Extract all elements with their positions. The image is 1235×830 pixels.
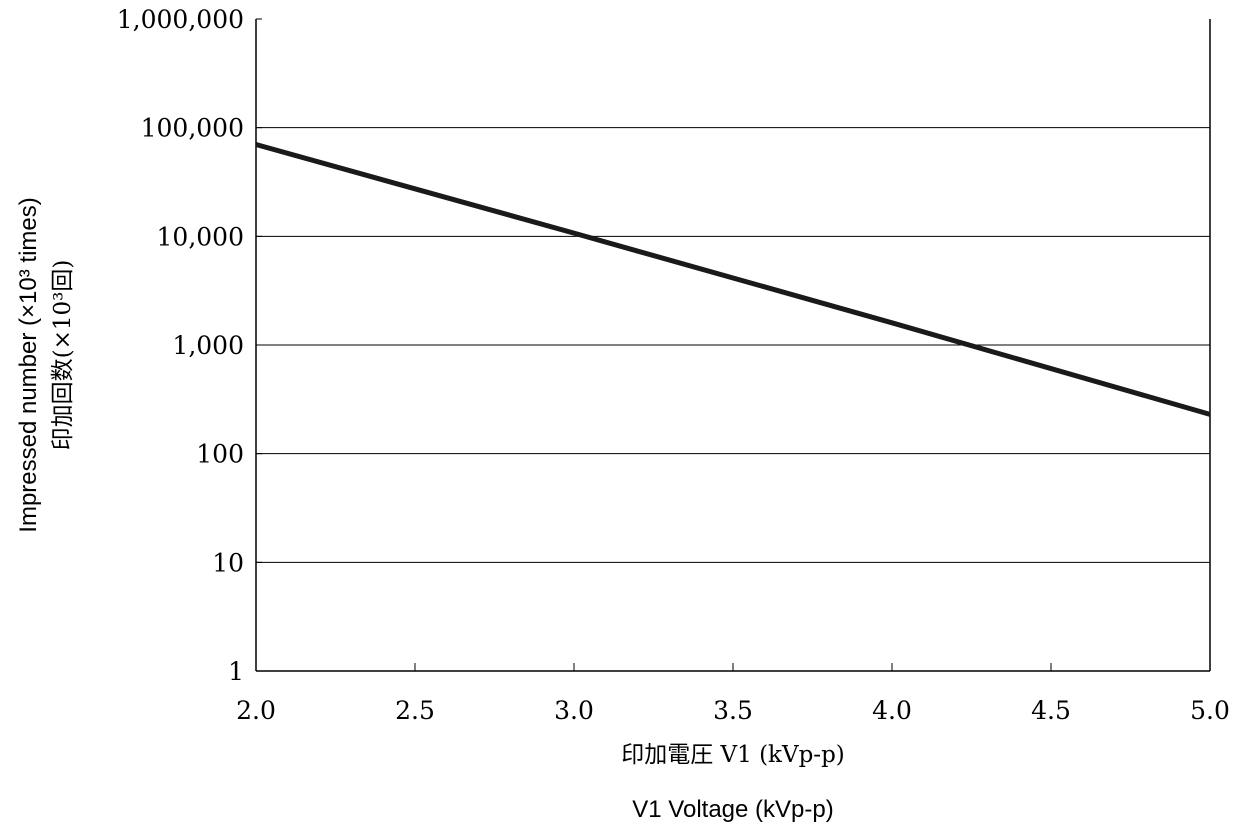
x-tick-label: 2.0 (236, 696, 276, 725)
x-tick-label: 2.5 (395, 696, 435, 725)
grid-lines (256, 127, 1210, 563)
y-tick-label: 1,000 (172, 331, 244, 360)
x-tick-label: 5.0 (1190, 696, 1230, 725)
y-tick-label: 10 (212, 548, 244, 577)
x-tick-labels: 2.0 2.5 3.0 3.5 4.0 4.5 5.0 (236, 696, 1230, 725)
x-axis-title-english: V1 Voltage (kVp-p) (632, 796, 833, 823)
x-tick-label: 3.0 (554, 696, 594, 725)
x-axis-title-japanese: 印加電圧 V1 (kVp-p) (621, 742, 845, 768)
x-tick-label: 4.5 (1031, 696, 1071, 725)
y-tick-labels: 1 10 100 1,000 10,000 100,000 1,000,000 (117, 5, 244, 686)
y-tick-label: 100 (196, 440, 244, 469)
y-axis-title-japanese: 印加回数(×10³回) (50, 260, 76, 451)
y-tick-label: 10,000 (157, 222, 244, 251)
x-tick-label: 4.0 (872, 696, 912, 725)
y-tick-label: 1,000,000 (117, 5, 244, 34)
series-line-1 (255, 142, 1211, 417)
x-tick-label: 3.5 (713, 696, 753, 725)
y-tick-label: 1 (228, 657, 244, 686)
y-axis-title-english: Impressed number (×10³ times) (15, 197, 42, 532)
series-layer (255, 142, 1211, 417)
y-tick-label: 100,000 (141, 114, 244, 143)
axes (255, 18, 1211, 672)
